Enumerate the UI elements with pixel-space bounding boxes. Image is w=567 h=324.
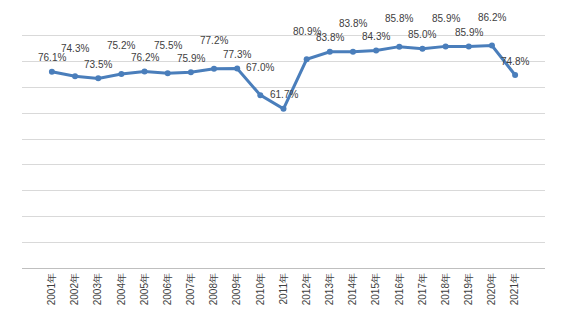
svg-text:85.9%: 85.9% [432,13,460,24]
svg-text:2005年: 2005年 [139,273,150,305]
svg-text:2004年: 2004年 [116,273,127,305]
svg-text:2015年: 2015年 [370,273,381,305]
svg-text:2016年: 2016年 [394,273,405,305]
svg-text:85.8%: 85.8% [385,13,413,24]
svg-text:61.7%: 61.7% [270,89,298,100]
svg-text:2006年: 2006年 [162,273,173,305]
svg-text:2003年: 2003年 [92,273,103,305]
svg-text:83.8%: 83.8% [339,18,367,29]
svg-text:83.8%: 83.8% [316,32,344,43]
svg-text:73.5%: 73.5% [84,59,112,70]
svg-text:2009年: 2009年 [231,273,242,305]
svg-text:74.3%: 74.3% [61,43,89,54]
svg-text:80.9%: 80.9% [293,26,321,37]
svg-text:85.0%: 85.0% [408,29,436,40]
svg-text:2002年: 2002年 [69,273,80,305]
svg-text:2021年: 2021年 [509,273,520,305]
svg-text:86.2%: 86.2% [478,12,506,23]
svg-text:75.5%: 75.5% [154,40,182,51]
svg-text:2007年: 2007年 [185,273,196,305]
svg-text:84.3%: 84.3% [362,31,390,42]
svg-text:2020年: 2020年 [486,273,497,305]
svg-text:2018年: 2018年 [440,273,451,305]
svg-text:67.0%: 67.0% [246,62,274,73]
svg-text:2010年: 2010年 [255,273,266,305]
svg-text:85.9%: 85.9% [455,27,483,38]
svg-text:76.2%: 76.2% [131,52,159,63]
svg-text:74.8%: 74.8% [501,56,529,67]
svg-text:76.1%: 76.1% [38,52,66,63]
svg-text:2014年: 2014年 [347,273,358,305]
svg-text:77.2%: 77.2% [200,35,228,46]
svg-text:77.3%: 77.3% [223,49,251,60]
svg-text:2001年: 2001年 [46,273,57,305]
svg-text:2012年: 2012年 [301,273,312,305]
svg-text:2017年: 2017年 [417,273,428,305]
svg-text:2008年: 2008年 [208,273,219,305]
svg-text:75.2%: 75.2% [107,40,135,51]
svg-text:75.9%: 75.9% [177,53,205,64]
svg-text:2013年: 2013年 [324,273,335,305]
svg-text:2019年: 2019年 [463,273,474,305]
svg-text:2011年: 2011年 [278,273,289,305]
